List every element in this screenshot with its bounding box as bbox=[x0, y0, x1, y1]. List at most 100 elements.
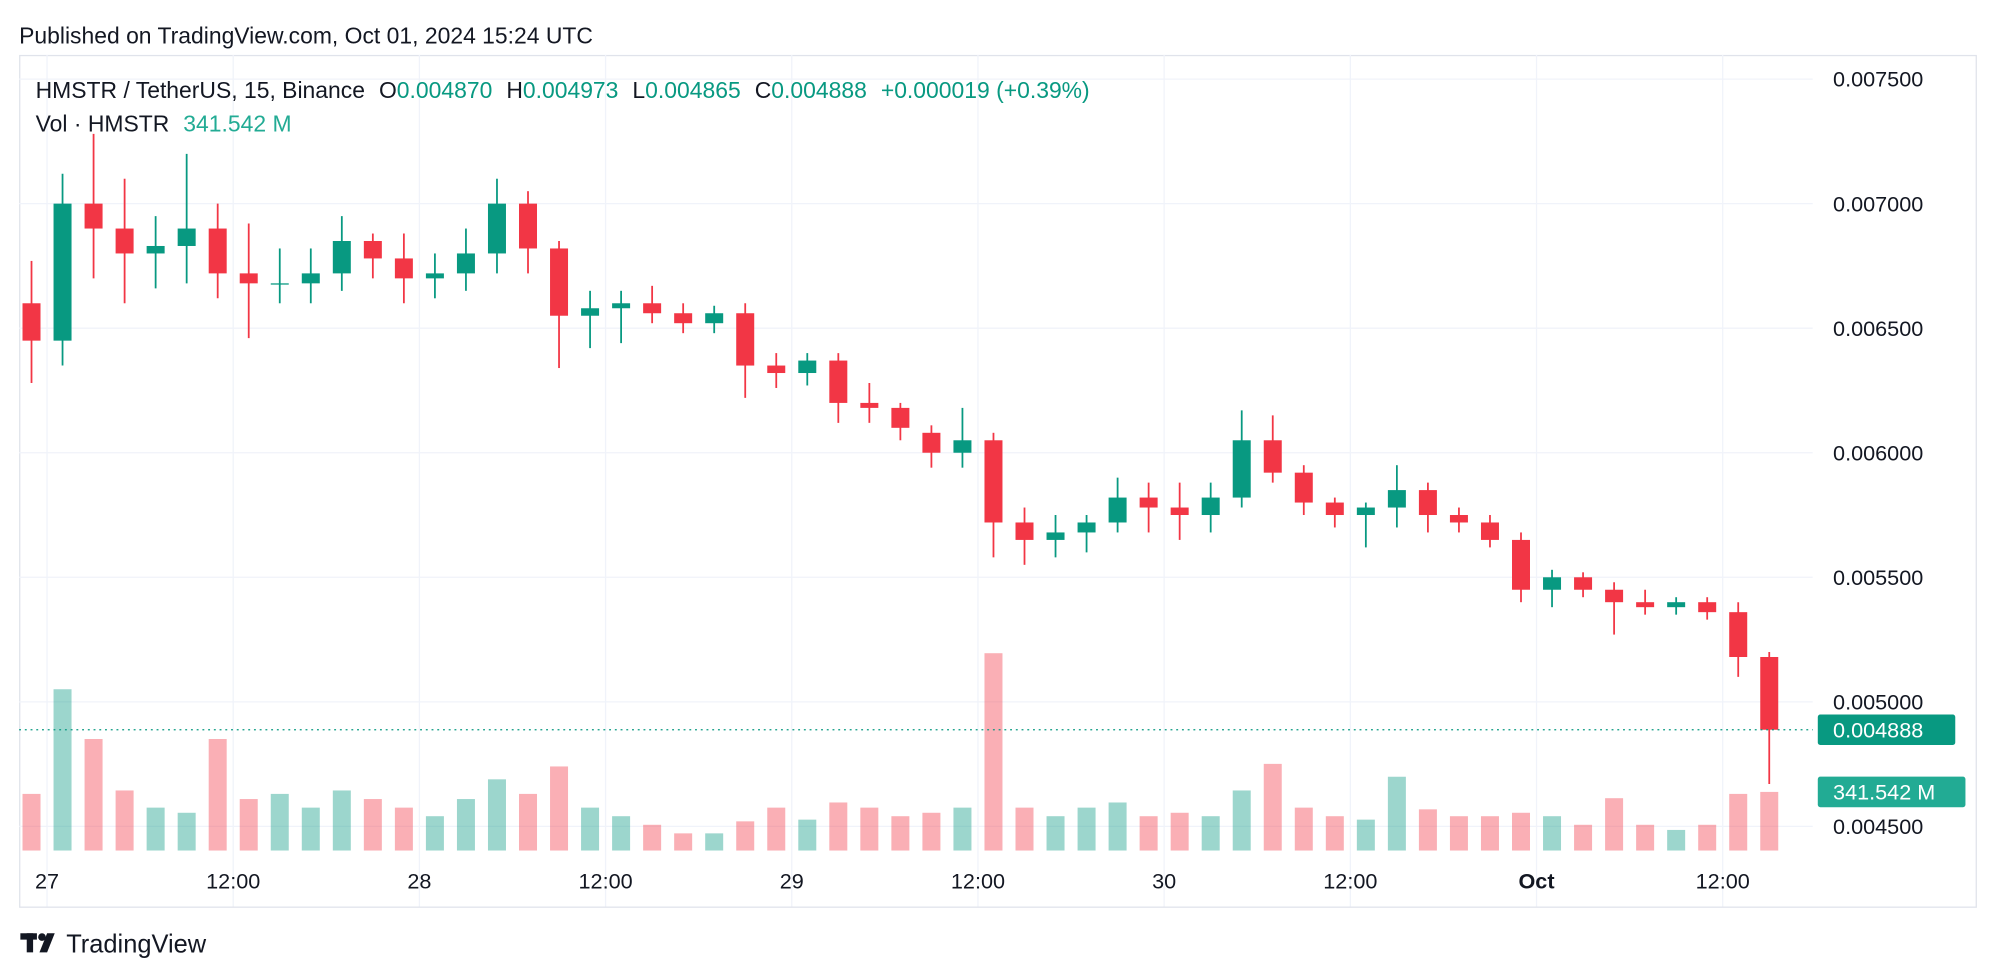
candle-body bbox=[829, 360, 848, 403]
volume-bar bbox=[1201, 816, 1220, 851]
candle-body bbox=[1108, 497, 1127, 523]
candle-body bbox=[1418, 490, 1437, 516]
ohlc-key: O bbox=[379, 77, 397, 103]
volume-bar bbox=[53, 689, 72, 851]
volume-legend: Vol · HMSTR 341.542 M bbox=[36, 110, 292, 136]
x-tick-label: 30 bbox=[1152, 869, 1176, 894]
candle-body bbox=[736, 313, 755, 366]
volume-bar bbox=[115, 790, 134, 851]
volume-bar bbox=[829, 802, 848, 851]
volume-bar bbox=[1449, 816, 1468, 851]
volume-bar bbox=[705, 833, 724, 851]
y-tick-label: 0.006500 bbox=[1833, 316, 1923, 341]
candle-body bbox=[984, 440, 1003, 523]
candle-body bbox=[1077, 522, 1096, 533]
logo-part bbox=[26, 933, 34, 953]
volume-bar bbox=[363, 799, 382, 851]
candle-body bbox=[1232, 440, 1251, 498]
volume-bar bbox=[394, 807, 413, 851]
volume-bar bbox=[891, 816, 910, 851]
volume-bar bbox=[1729, 793, 1748, 851]
candle-body bbox=[860, 402, 879, 408]
x-tick-label: 12:00 bbox=[1696, 869, 1750, 894]
candle-body bbox=[425, 273, 444, 279]
candle-body bbox=[1449, 515, 1468, 523]
last-price-badge bbox=[1817, 714, 1956, 746]
candle-body bbox=[1729, 612, 1748, 657]
candle-body bbox=[643, 303, 662, 314]
volume-bar bbox=[1294, 807, 1313, 851]
candle-body bbox=[1543, 577, 1562, 590]
volume-bar bbox=[1418, 809, 1437, 851]
candle-body bbox=[1201, 497, 1220, 516]
x-tick-label: 27 bbox=[35, 869, 59, 894]
volume-bar bbox=[922, 812, 941, 851]
candle-body bbox=[1760, 656, 1779, 730]
candle-body bbox=[208, 228, 227, 274]
candle-body bbox=[953, 440, 972, 453]
candle-body bbox=[84, 203, 103, 229]
brand-logo bbox=[20, 933, 55, 953]
volume-bar bbox=[239, 799, 258, 851]
symbol-name: HMSTR / TetherUS, 15, Binance bbox=[36, 77, 365, 103]
volume-bar bbox=[581, 807, 600, 851]
x-tick-label: Oct bbox=[1518, 869, 1554, 894]
volume-bar bbox=[301, 807, 320, 851]
volume-bar bbox=[22, 793, 41, 851]
volume-bar bbox=[456, 799, 475, 851]
candle-body bbox=[301, 273, 320, 284]
candle-body bbox=[1698, 602, 1717, 613]
volume-bar bbox=[984, 653, 1003, 851]
candle-body bbox=[270, 283, 289, 285]
x-tick-label: 28 bbox=[407, 869, 431, 894]
volume-bar bbox=[767, 807, 786, 851]
candle-body bbox=[53, 203, 72, 341]
candle-body bbox=[146, 245, 165, 254]
volume-bar bbox=[1015, 807, 1034, 851]
volume-bar bbox=[1170, 812, 1189, 851]
candle-body bbox=[394, 258, 413, 279]
volume-bar bbox=[1325, 816, 1344, 851]
candle-body bbox=[1387, 490, 1406, 508]
logo-part bbox=[39, 933, 55, 953]
volume-bar bbox=[332, 790, 351, 851]
ohlc-key: L bbox=[632, 77, 645, 103]
candle-body bbox=[767, 365, 786, 374]
chart-frame bbox=[19, 54, 1977, 908]
ohlc-key: H bbox=[506, 77, 523, 103]
candle-body bbox=[519, 203, 538, 249]
volume-bar bbox=[1760, 791, 1779, 851]
volume-bar bbox=[1512, 812, 1531, 851]
logo-part bbox=[38, 933, 46, 941]
last-price-label: 0.004888 bbox=[1833, 717, 1923, 742]
candle-body bbox=[1356, 507, 1375, 516]
ohlc-value: 0.004870 bbox=[397, 77, 493, 103]
volume-bar bbox=[1232, 790, 1251, 851]
ohlc-key: C bbox=[755, 77, 772, 103]
volume-bar bbox=[1387, 776, 1406, 851]
x-tick-label: 29 bbox=[780, 869, 804, 894]
plot-area bbox=[19, 54, 1813, 907]
candle-body bbox=[798, 360, 817, 374]
volume-bar bbox=[1139, 816, 1158, 851]
volume-title: Vol · HMSTR bbox=[36, 110, 170, 136]
candle-body bbox=[1605, 589, 1624, 603]
brand-name: TradingView bbox=[66, 930, 207, 958]
last-volume-badge bbox=[1817, 776, 1966, 808]
x-tick-label: 12:00 bbox=[1323, 869, 1377, 894]
candle-body bbox=[115, 228, 134, 254]
volume-bar bbox=[612, 816, 631, 851]
candle-body bbox=[363, 240, 382, 259]
volume-bar bbox=[643, 824, 662, 851]
y-tick-label: 0.005500 bbox=[1833, 565, 1923, 590]
volume-bar bbox=[1605, 798, 1624, 851]
candle-body bbox=[891, 407, 910, 428]
symbol-legend: HMSTR / TetherUS, 15, Binance O0.004870 H0… bbox=[36, 77, 1090, 103]
candle-body bbox=[1480, 522, 1499, 540]
candle-body bbox=[456, 253, 475, 274]
candle-body bbox=[1667, 602, 1686, 608]
volume-bar bbox=[1667, 829, 1686, 851]
y-tick-label: 0.006000 bbox=[1833, 440, 1923, 465]
candle-body bbox=[1170, 507, 1189, 516]
